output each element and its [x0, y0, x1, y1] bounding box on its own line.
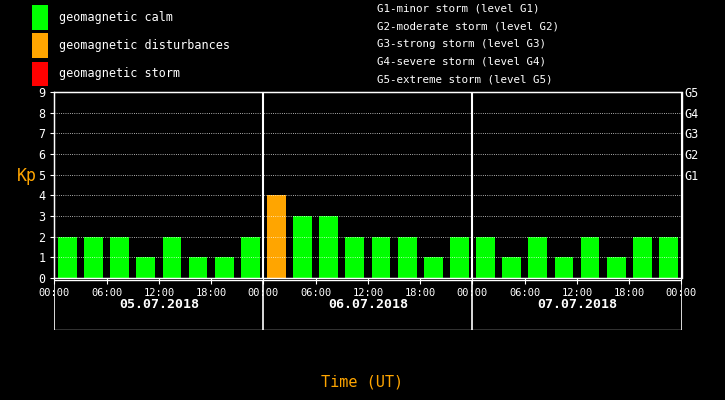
Text: G3-strong storm (level G3): G3-strong storm (level G3)	[377, 39, 546, 49]
Bar	[502, 257, 521, 278]
Bar	[241, 237, 260, 278]
Text: G5-extreme storm (level G5): G5-extreme storm (level G5)	[377, 74, 552, 84]
Bar	[398, 237, 417, 278]
Bar	[450, 237, 469, 278]
Bar	[607, 257, 626, 278]
Text: 05.07.2018: 05.07.2018	[119, 298, 199, 312]
Bar	[555, 257, 573, 278]
Bar	[424, 257, 443, 278]
Text: geomagnetic storm: geomagnetic storm	[59, 68, 180, 80]
Y-axis label: Kp: Kp	[17, 167, 37, 185]
Bar	[633, 237, 652, 278]
Text: G2-moderate storm (level G2): G2-moderate storm (level G2)	[377, 21, 559, 31]
Bar	[659, 237, 678, 278]
Text: Time (UT): Time (UT)	[321, 374, 404, 390]
Text: 06.07.2018: 06.07.2018	[328, 298, 408, 312]
Bar	[162, 237, 181, 278]
Text: G1-minor storm (level G1): G1-minor storm (level G1)	[377, 4, 539, 14]
Bar	[32, 34, 48, 58]
Bar	[293, 216, 312, 278]
Bar	[476, 237, 495, 278]
Bar	[346, 237, 364, 278]
Bar	[58, 237, 77, 278]
Text: geomagnetic calm: geomagnetic calm	[59, 11, 173, 24]
Text: geomagnetic disturbances: geomagnetic disturbances	[59, 39, 230, 52]
Bar	[32, 62, 48, 86]
Text: G4-severe storm (level G4): G4-severe storm (level G4)	[377, 57, 546, 67]
Bar	[267, 195, 286, 278]
Bar	[84, 237, 103, 278]
Text: 07.07.2018: 07.07.2018	[537, 298, 617, 312]
Bar	[110, 237, 129, 278]
Bar	[215, 257, 233, 278]
Bar	[188, 257, 207, 278]
Bar	[529, 237, 547, 278]
Bar	[319, 216, 338, 278]
Bar	[32, 5, 48, 30]
Bar	[372, 237, 390, 278]
Bar	[581, 237, 600, 278]
Bar	[136, 257, 155, 278]
